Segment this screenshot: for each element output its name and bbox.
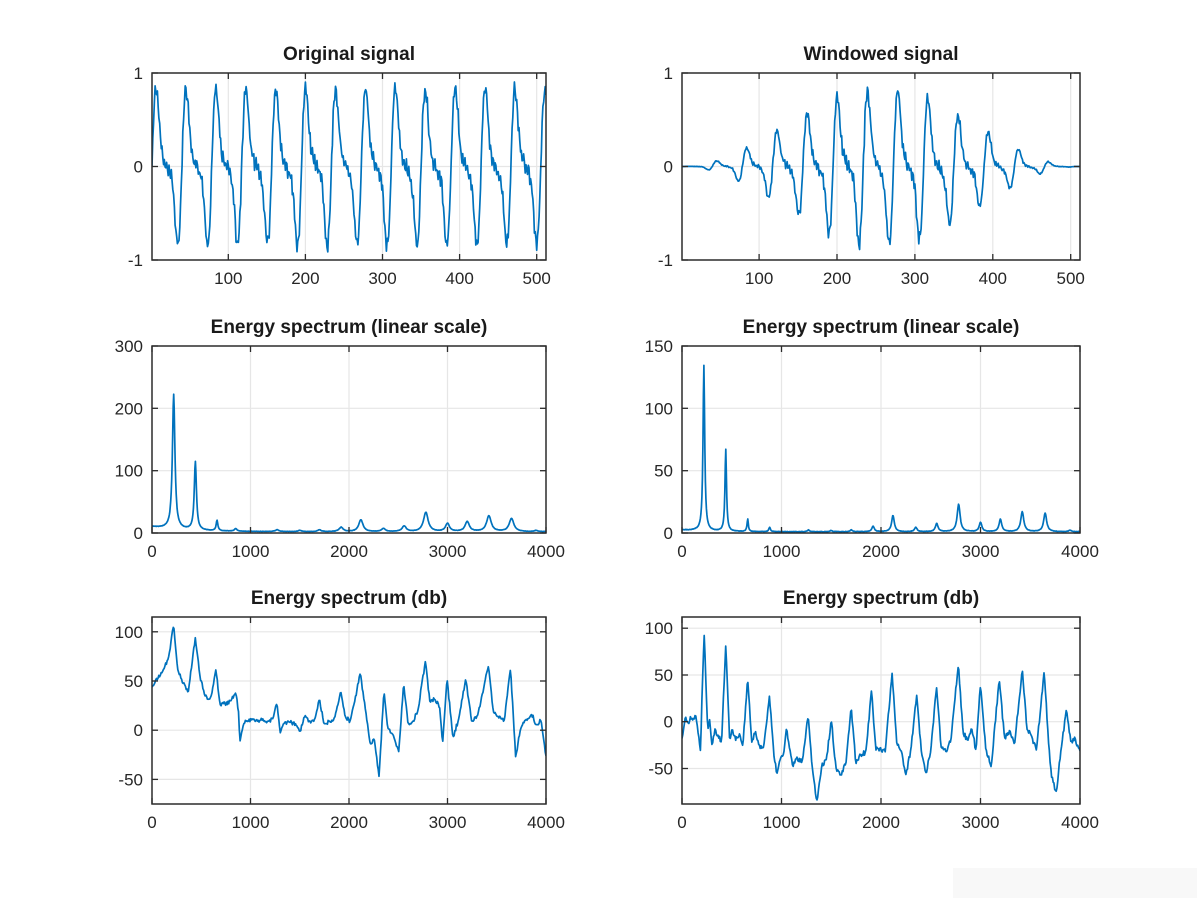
plot-canvas: 100 200 300 400 500 -1 0 1: [128, 64, 551, 288]
y-tick-label: 200: [115, 399, 143, 418]
y-tick-label: -50: [118, 770, 143, 789]
subplot-windowed-signal: Windowed signal 100 200 300 400 500 -1 0 1: [597, 37, 1125, 294]
signal-trace: [682, 634, 1080, 801]
plot-canvas: 0 1000 2000 3000 4000 -50 0 50 100: [645, 616, 1099, 832]
plot-title: Original signal: [283, 44, 415, 65]
signal-trace: [152, 626, 546, 778]
y-tick-label: 1: [664, 64, 673, 83]
x-tick-label: 3000: [962, 813, 1000, 832]
subplot-energy-spectrum-linear-right: Energy spectrum (linear scale) 0 1000 2000…: [597, 310, 1125, 567]
x-tick-label: 4000: [1061, 813, 1099, 832]
x-tick-label: 4000: [527, 542, 565, 561]
y-tick-label: 0: [664, 524, 673, 543]
y-tick-label: 100: [645, 399, 673, 418]
x-tick-label: 0: [147, 813, 156, 832]
x-tick-label: 300: [901, 269, 929, 288]
plot-title: Energy spectrum (db): [782, 588, 980, 609]
subplot-energy-spectrum-linear-left: Energy spectrum (linear scale) 0 1000 2000…: [67, 310, 591, 567]
x-tick-label: 1000: [232, 813, 270, 832]
y-tick-label: 0: [664, 713, 673, 732]
y-tick-label: 0: [664, 158, 673, 177]
x-tick-label: 300: [368, 269, 396, 288]
y-tick-label: 100: [115, 623, 143, 642]
y-tick-label: 50: [124, 672, 143, 691]
x-tick-label: 200: [823, 269, 851, 288]
x-tick-label: 500: [523, 269, 551, 288]
x-tick-label: 0: [677, 813, 686, 832]
y-tick-label: -1: [658, 251, 673, 270]
x-tick-label: 200: [291, 269, 319, 288]
signal-trace: [682, 86, 1080, 251]
x-tick-label: 100: [745, 269, 773, 288]
x-tick-label: 0: [147, 542, 156, 561]
x-tick-label: 2000: [330, 542, 368, 561]
x-tick-label: 400: [979, 269, 1007, 288]
x-tick-label: 0: [677, 542, 686, 561]
watermark-strip: [953, 868, 1197, 898]
y-tick-label: -1: [128, 251, 143, 270]
y-tick-label: 50: [654, 462, 673, 481]
x-tick-label: 2000: [862, 813, 900, 832]
x-tick-label: 1000: [763, 542, 801, 561]
y-tick-label: 100: [645, 619, 673, 638]
subplot-energy-spectrum-db-left: Energy spectrum (db) 0 1000 2000 3000 4000 -5…: [67, 581, 591, 838]
x-tick-label: 500: [1057, 269, 1085, 288]
plot-canvas: 0 1000 2000 3000 4000 0 50 100 150: [645, 337, 1099, 561]
plot-title: Energy spectrum (db): [250, 588, 448, 609]
x-tick-label: 4000: [527, 813, 565, 832]
x-tick-label: 1000: [232, 542, 270, 561]
plot-canvas: 0 1000 2000 3000 4000 -50 0 50 100: [115, 616, 565, 832]
y-tick-label: 1: [134, 64, 143, 83]
x-tick-label: 1000: [763, 813, 801, 832]
y-tick-label: 300: [115, 337, 143, 356]
y-tick-label: 0: [134, 158, 143, 177]
x-tick-label: 3000: [962, 542, 1000, 561]
x-tick-label: 100: [214, 269, 242, 288]
x-tick-label: 400: [445, 269, 473, 288]
y-tick-label: 0: [134, 721, 143, 740]
x-tick-label: 4000: [1061, 542, 1099, 561]
y-tick-label: 50: [654, 666, 673, 685]
plot-title: Windowed signal: [803, 44, 959, 65]
subplot-original-signal: Original signal 100 200 300 400 500 -1 0 1: [67, 37, 591, 294]
x-tick-label: 3000: [429, 813, 467, 832]
x-tick-label: 2000: [862, 542, 900, 561]
y-tick-label: -50: [648, 760, 673, 779]
plot-canvas: 100 200 300 400 500 -1 0 1: [658, 64, 1085, 288]
x-tick-label: 3000: [429, 542, 467, 561]
plot-title: Energy spectrum (linear scale): [210, 317, 488, 338]
y-tick-label: 100: [115, 462, 143, 481]
plot-title: Energy spectrum (linear scale): [742, 317, 1020, 338]
x-tick-label: 2000: [330, 813, 368, 832]
y-tick-label: 150: [645, 337, 673, 356]
subplot-energy-spectrum-db-right: Energy spectrum (db) 0 1000 2000 3000 4000 -5…: [597, 581, 1125, 838]
plot-canvas: 0 1000 2000 3000 4000 0 100 200 300: [115, 337, 565, 561]
signal-trace: [152, 81, 546, 253]
y-tick-label: 0: [134, 524, 143, 543]
